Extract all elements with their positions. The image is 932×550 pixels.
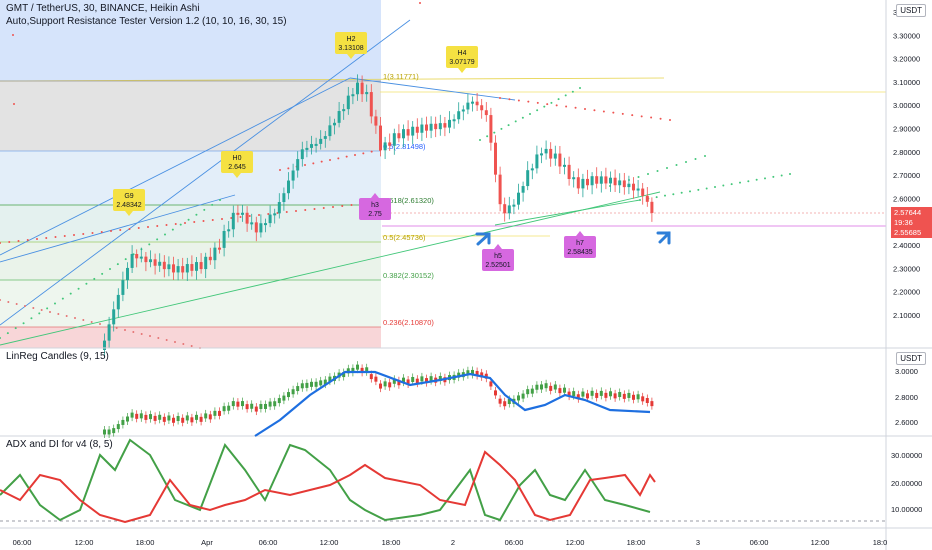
svg-text:G9: G9	[124, 193, 133, 200]
price-tick: 3.30000	[893, 31, 920, 40]
svg-text:H2: H2	[347, 36, 356, 43]
time-tick: 06:00	[505, 538, 524, 547]
dotted-trails	[0, 2, 791, 349]
trend-lines	[0, 19, 661, 346]
pivot-callout[interactable]: h3 2.75	[359, 193, 391, 220]
svg-text:h3: h3	[371, 202, 379, 209]
fib-label: 0.5(2.81498)	[383, 142, 426, 151]
fib-zones	[0, 0, 381, 348]
pivot-callout[interactable]: h5 2.52501	[482, 244, 514, 271]
svg-text:3.07179: 3.07179	[449, 59, 474, 66]
pivot-callout[interactable]: H2 3.13108	[335, 32, 367, 59]
pivot-callout[interactable]: G9 2.48342	[113, 189, 145, 216]
time-tick: 3	[696, 538, 700, 547]
time-tick: 12:00	[75, 538, 94, 547]
price-tick: 2.40000	[893, 241, 920, 250]
linreg-pane	[103, 361, 654, 438]
svg-text:h5: h5	[494, 253, 502, 260]
price-axis[interactable]: 3.400003.300003.200003.100003.000002.900…	[893, 8, 920, 320]
pivot-callout[interactable]: H4 3.07179	[446, 46, 478, 73]
callouts: H2 3.13108 H4 3.07179 H0 2.645 G9 2.48342 h3 2.75…	[113, 32, 596, 271]
time-tick: 12:00	[566, 538, 585, 547]
price-tick: 2.30000	[893, 264, 920, 273]
support-price-tag: 2.55685	[891, 227, 932, 238]
candles	[103, 74, 654, 358]
pivot-callout[interactable]: H0 2.645	[221, 151, 253, 178]
adx-pane	[0, 438, 886, 524]
adx-tick: 30.00000	[891, 451, 922, 460]
svg-text:2.75: 2.75	[368, 211, 382, 218]
svg-text:2.52501: 2.52501	[485, 262, 510, 269]
fib-labels: 1(3.11771) 0.5(2.81498) 0.618(2.61320) 0…	[383, 72, 434, 327]
price-tick: 2.90000	[893, 125, 920, 134]
time-tick: 18:00	[382, 538, 401, 547]
linreg-axis[interactable]: 3.0000 2.8000 2.6000	[895, 367, 918, 427]
time-tick: 12:00	[811, 538, 830, 547]
svg-text:H0: H0	[233, 155, 242, 162]
adx-title[interactable]: ADX and DI for v4 (8, 5)	[6, 439, 113, 450]
svg-text:H4: H4	[458, 50, 467, 57]
time-tick: 18:0	[873, 538, 888, 547]
fib-label: 0.618(2.61320)	[383, 196, 434, 205]
linreg-title[interactable]: LinReg Candles (9, 15)	[6, 351, 109, 362]
currency-badge[interactable]: USDT	[896, 4, 926, 17]
svg-text:h7: h7	[576, 240, 584, 247]
price-tick: 3.20000	[893, 55, 920, 64]
price-tick: 3.10000	[893, 78, 920, 87]
symbol-title[interactable]: GMT / TetherUS, 30, BINANCE, Heikin Ashi	[6, 3, 200, 14]
last-price-tag: 2.57644	[891, 207, 932, 218]
arrow-icon	[475, 231, 671, 246]
fib-label: 0.236(2.10870)	[383, 318, 434, 327]
price-tick: 2.80000	[893, 148, 920, 157]
fib-lines	[0, 77, 886, 328]
time-axis[interactable]: 06:00 12:00 18:00 Apr 06:00 12:00 18:00 2 06:00 1…	[13, 538, 888, 547]
adx-tick: 20.00000	[891, 479, 922, 488]
time-tick: 06:00	[750, 538, 769, 547]
svg-text:3.13108: 3.13108	[338, 45, 363, 52]
time-tick: 18:00	[136, 538, 155, 547]
price-tick: 2.10000	[893, 311, 920, 320]
adx-axis[interactable]: 30.00000 20.00000 10.00000	[891, 451, 922, 514]
time-tick: 06:00	[259, 538, 278, 547]
svg-text:2.48342: 2.48342	[116, 202, 141, 209]
pivot-callout[interactable]: h7 2.58435	[564, 231, 596, 258]
time-tick: 12:00	[320, 538, 339, 547]
time-tick: 06:00	[13, 538, 32, 547]
linreg-tick: 2.6000	[895, 418, 918, 427]
adx-tick: 10.00000	[891, 505, 922, 514]
price-tick: 2.20000	[893, 288, 920, 297]
indicator-title[interactable]: Auto,Support Resistance Tester Version 1…	[6, 16, 287, 27]
time-tick: 2	[451, 538, 455, 547]
fib-label: 0.382(2.30152)	[383, 271, 434, 280]
currency-badge[interactable]: USDT	[896, 352, 926, 365]
svg-text:2.645: 2.645	[228, 164, 246, 171]
linreg-tick: 3.0000	[895, 367, 918, 376]
fib-label: 0.5(2.45736)	[383, 233, 426, 242]
linreg-tick: 2.8000	[895, 393, 918, 402]
price-tick: 3.00000	[893, 101, 920, 110]
fib-label: 1(3.11771)	[383, 72, 419, 81]
countdown-tag: 19:36	[891, 217, 932, 228]
svg-text:2.58435: 2.58435	[567, 249, 592, 256]
time-tick: 18:00	[627, 538, 646, 547]
price-tick: 2.60000	[893, 194, 920, 203]
price-tick: 2.70000	[893, 171, 920, 180]
time-tick: Apr	[201, 538, 213, 547]
